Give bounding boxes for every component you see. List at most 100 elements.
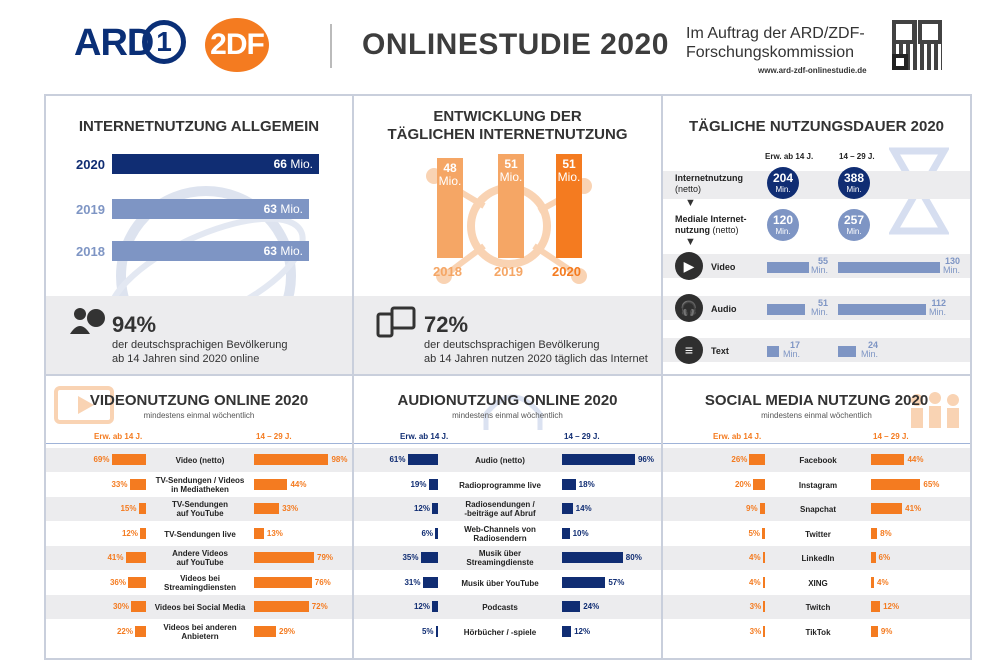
row-label: TV-Sendungen auf YouTube [148, 500, 252, 518]
table-row: 26% Facebook 44% [663, 448, 970, 472]
video-background-icon [54, 386, 114, 424]
panel-title: INTERNETNUTZUNG ALLGEMEIN [78, 118, 320, 135]
val-text-young: 24 Min. [861, 340, 879, 359]
value-young: 96% [637, 455, 654, 464]
bar-adults [129, 478, 146, 490]
year-2019: 2019 [76, 202, 105, 217]
value-adults: 3% [749, 602, 762, 611]
ard-logo: ARD [74, 22, 154, 64]
bar-young [562, 552, 623, 563]
value-young: 76% [314, 577, 331, 587]
label-internet: Internetnutzung (netto) [675, 173, 743, 194]
value-adults: 33% [111, 479, 128, 489]
value-young: 79% [317, 553, 334, 562]
bar-young [562, 503, 573, 514]
row-label-line-1: Musik über YouTube [461, 578, 539, 588]
vbar-2019: 51 Mio. [498, 154, 524, 258]
vyear-2019: 2019 [494, 264, 523, 279]
value-young: 4% [877, 577, 889, 587]
circle-medial-young: 257 Min. [838, 209, 870, 241]
panel-title-1: ENTWICKLUNG DER [433, 108, 582, 125]
arrow-down-icon: ▼ [685, 197, 696, 209]
bar-young [254, 552, 315, 563]
row-label-line-1: Web-Channels von [464, 524, 536, 534]
qr-code-icon[interactable] [892, 20, 942, 70]
summary-box [46, 296, 352, 374]
row-label-line-1: Instagram [798, 480, 838, 490]
table-row: 33% TV-Sendungen / Videos in Mediatheken 44… [46, 473, 352, 497]
bar-adults [407, 454, 438, 465]
bar-young [254, 454, 329, 465]
row-label: Videos bei anderen Anbietern [148, 623, 252, 641]
row-label-line-1: Video (netto) [175, 456, 225, 465]
value-young: 57% [608, 577, 625, 587]
bar-adults [432, 503, 438, 514]
col-header-young: 14 – 29 J. [564, 432, 600, 441]
label-text: Text [711, 346, 729, 356]
bar-2019: 63 Mio. [112, 199, 309, 219]
row-label-line-1: TV-Sendungen / Videos [155, 475, 245, 485]
table-row: 19% Radioprogramme live 18% [354, 473, 661, 497]
row-label-line-1: Videos bei anderen [163, 622, 237, 632]
bar-text-young [838, 346, 856, 357]
row-label-line-1: TV-Sendungen [172, 500, 228, 509]
value-adults: 4% [749, 553, 761, 562]
col-header-adults: Erw. ab 14 J. [94, 432, 143, 441]
bar-2020: 66 Mio. [112, 154, 319, 174]
label-audio: Audio [711, 304, 737, 314]
row-label: Musik über YouTube [440, 579, 560, 588]
bar-adults [135, 625, 146, 637]
bar-young [871, 552, 876, 563]
bar-young [254, 527, 264, 539]
value-adults: 41% [107, 553, 124, 562]
row-label-line-1: XING [808, 578, 828, 588]
bar-young [254, 601, 309, 612]
table-row: 20% Instagram 65% [663, 473, 970, 497]
value-adults: 5% [748, 528, 760, 538]
row-label: Twitter [767, 530, 869, 539]
row-label: Radiosendungen / -beiträge auf Abruf [440, 500, 560, 518]
row-label-line-1: TV-Sendungen live [164, 529, 236, 539]
bar-text-adults [767, 346, 779, 357]
bar-adults [435, 625, 438, 637]
bar-adults [138, 503, 146, 514]
value-adults: 12% [413, 504, 430, 513]
table-row: 31% Musik über YouTube 57% [354, 571, 661, 595]
online-text-2: ab 14 Jahren sind 2020 online [112, 353, 260, 365]
circle-medial-adults: 120 Min. [767, 209, 799, 241]
value-adults: 12% [413, 602, 430, 611]
bar-young [871, 601, 881, 612]
row-label-line-1: Videos bei [180, 573, 220, 583]
col-header-adults: Erw. ab 14 J. [713, 432, 762, 441]
users-globe-icon [70, 308, 105, 334]
row-label: Musik über Streamingdienste [440, 549, 560, 567]
col-header-adults: Erw. ab 14 J. [765, 152, 814, 161]
bar-young [562, 625, 572, 637]
row-label-line-1: Twitch [805, 603, 831, 612]
bar-young [562, 527, 570, 539]
table-row: 3% TikTok 9% [663, 620, 970, 644]
value-adults: 5% [421, 626, 434, 636]
row-label-line-1: Snapchat [799, 505, 836, 514]
qr-corner [892, 54, 908, 70]
row-label: Instagram [767, 481, 869, 490]
value-adults: 6% [421, 528, 433, 538]
value-young: 9% [880, 626, 893, 636]
header-divider [330, 24, 332, 68]
val-audio-adults: 51 Min. [811, 298, 829, 317]
val-audio-young: 112 Min. [929, 298, 947, 317]
bar-audio-adults [767, 304, 805, 315]
vbar-2020: 51 Mio. [556, 154, 582, 258]
row-band [663, 171, 970, 199]
value-adults: 3% [749, 626, 762, 636]
row-label: Video (netto) [148, 456, 252, 465]
row-label: Radioprogramme live [440, 481, 560, 490]
bar-2018: 63 Mio. [112, 241, 309, 261]
panel-social-media: SOCIAL MEDIA NUTZUNG 2020 mindestens ein… [661, 374, 972, 660]
row-label: TV-Sendungen live [148, 530, 252, 539]
value-young: 24% [583, 602, 600, 611]
row-label-line-2: Anbietern [181, 631, 219, 641]
website-url[interactable]: www.ard-zdf-onlinestudie.de [758, 66, 867, 75]
row-label: Snapchat [767, 505, 869, 514]
table-row: 4% XING 4% [663, 571, 970, 595]
